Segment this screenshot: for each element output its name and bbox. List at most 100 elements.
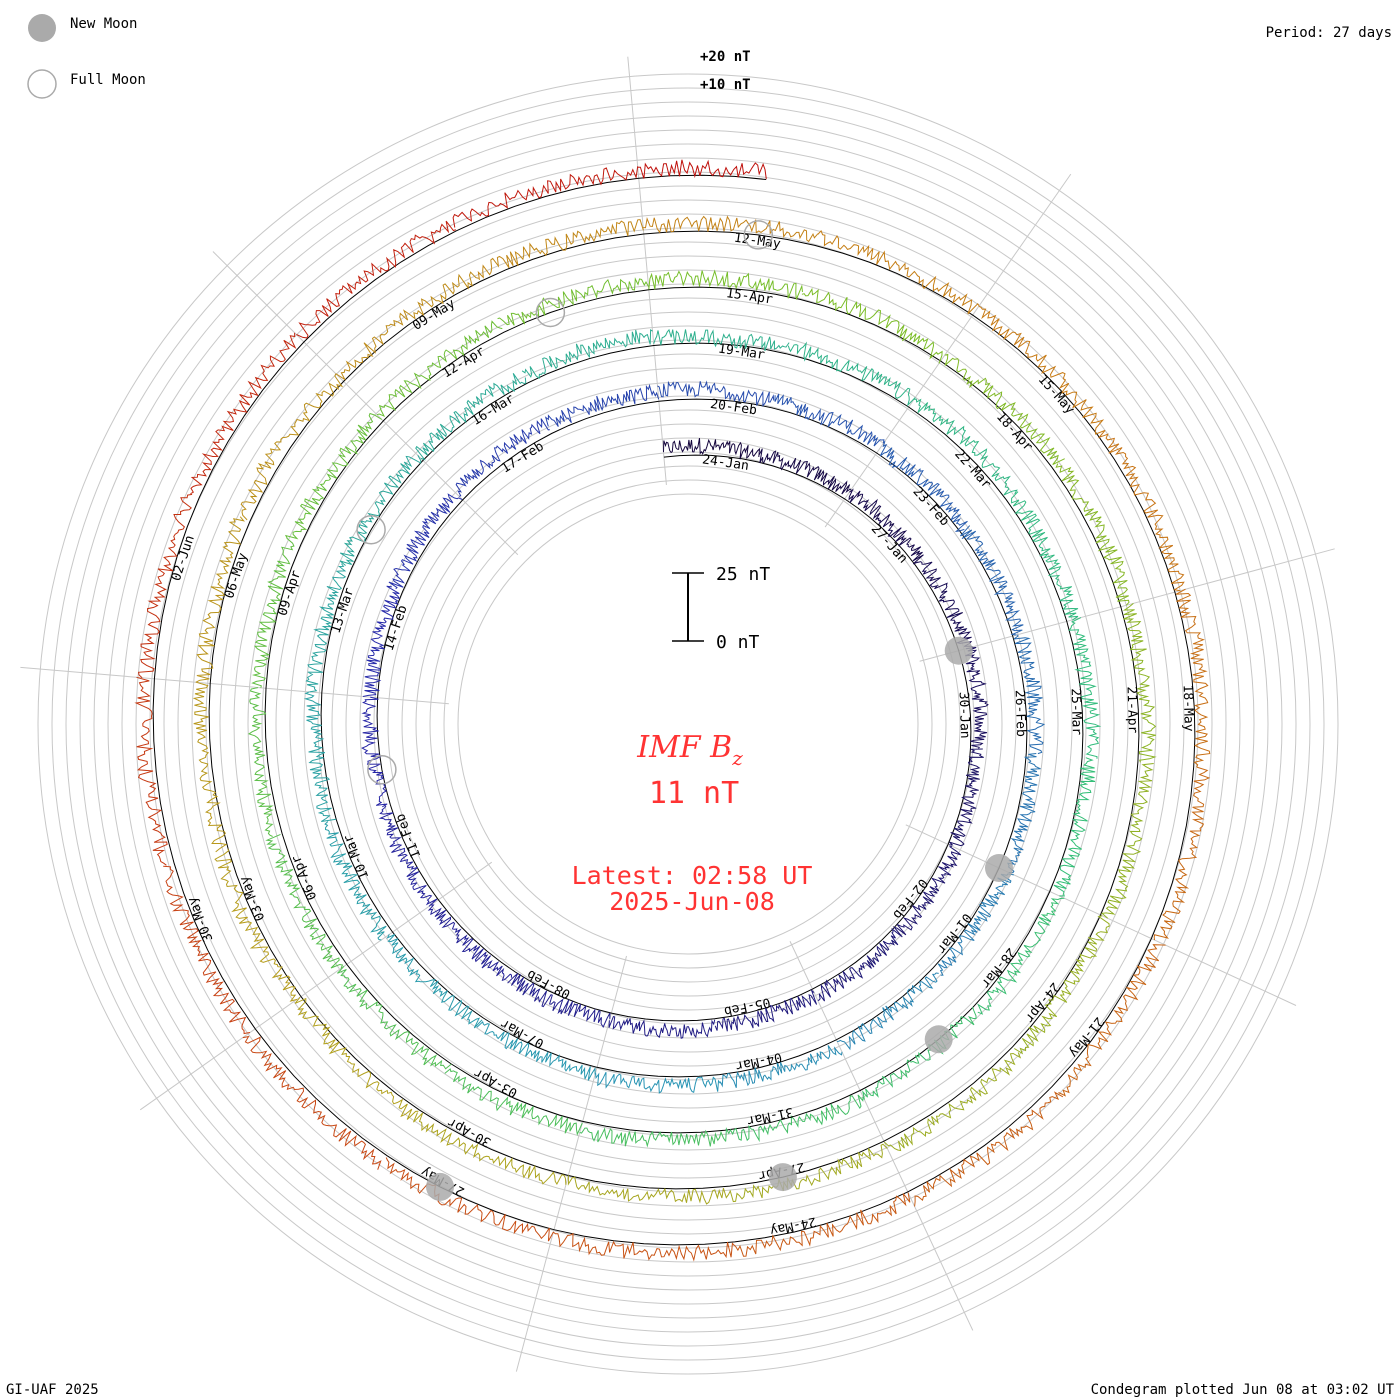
bz-trace-segment [192,681,228,853]
bz-trace-segment [725,1094,864,1143]
grid-ring [457,493,919,955]
bz-trace-segment [455,418,550,497]
bz-trace-segment [388,493,463,590]
moon-markers [356,220,1013,1201]
full-moon-marker [535,297,566,328]
new-moon-marker [426,1172,454,1201]
bz-trace-segment [247,687,274,837]
grid-spoke [139,861,493,1111]
bz-trace-segment [1011,491,1079,621]
quantity-subscript: z [731,746,743,770]
grid-ring [429,465,947,983]
bz-trace-segment [729,1143,888,1203]
bz-trace-segment [305,563,347,693]
bz-trace-segment [1007,753,1041,874]
grid-ring [121,157,1255,1291]
bz-trace-segment [507,973,611,1029]
date-label-03-May: 03-May [237,874,268,923]
bz-trace-segment [787,341,916,407]
date-label-30-Jan: 30-Jan [956,691,972,738]
bz-trace-segment [195,516,246,683]
full-moon-marker [367,754,397,785]
bz-trace-segment [337,965,452,1070]
grid-ring [37,73,1339,1375]
date-label-12-Apr: 12-Apr [440,344,488,382]
date-label-15-Apr: 15-Apr [725,286,774,308]
bz-trace-segment [817,927,902,1002]
bz-trace-segment [758,448,852,495]
bz-trace-segment [544,383,660,427]
bz-trace-segment [190,332,297,495]
new-moon-legend-icon [28,14,56,42]
bz-trace-segment [1058,944,1166,1097]
bz-trace-segment [163,865,251,1035]
grid-ring [51,87,1325,1361]
bz-trace-segment [413,1112,567,1185]
bz-trace-segment [1013,634,1046,755]
date-label-19-Mar: 19-Mar [717,341,766,363]
date-label-12-May: 12-May [733,231,782,253]
bz-trace-segment [1055,463,1130,606]
bz-trace-segment [1053,757,1096,897]
date-label-02-Jun: 02-Jun [169,534,198,583]
date-label-13-Mar: 13-Mar [329,586,358,635]
grid-spoke [789,941,974,1331]
bz-trace-segment [978,305,1105,435]
date-label-18-May: 18-May [1180,684,1196,732]
date-label-06-Apr: 06-Apr [289,853,320,902]
bz-trace-segment [378,805,438,907]
scale-bar-bottom-label: 0 nT [716,632,760,653]
bz-trace-segment [335,271,479,381]
bz-trace-segment [1175,588,1211,768]
bz-trace-segment [801,287,943,364]
bz-trace-segment [960,525,1024,636]
grid-ring [163,199,1213,1249]
grid-ring [443,479,933,969]
grid-spoke [212,251,519,556]
full-moon-legend-label: Full Moon [70,72,146,88]
date-label-24-Jan: 24-Jan [701,452,750,474]
bz-trace-segment [385,1157,554,1242]
bz-trace-segment [817,229,980,315]
grid-ring [177,213,1199,1235]
grid-ring [345,381,1031,1067]
date-label-23-Feb: 23-Feb [910,484,953,529]
grid-ring [303,339,1073,1109]
bz-trace-segment [643,215,819,243]
bz-trace-segment [734,1192,911,1257]
bz-trace-segment [303,691,337,822]
date-label-20-Feb: 20-Feb [709,397,758,419]
grid-ring [79,115,1297,1333]
grid-ring [289,325,1087,1123]
grid-ring [191,227,1185,1221]
grid-spoke [627,56,667,486]
scale-bar [672,572,704,642]
bz-trace-segment [837,972,939,1051]
bz-trace-segment [1014,915,1110,1055]
bz-trace-segment [138,493,193,679]
full-moon-marker [356,514,386,545]
grid-ring [401,437,975,1011]
bz-trace-segment [214,848,298,1002]
bz-trace-segment [296,220,457,339]
bz-trace-segment [386,934,483,1029]
bz-trace-segment [1100,763,1154,919]
bz-trace-segment [567,1175,731,1205]
bz-trace-segment [376,320,503,417]
grid-ring [275,311,1101,1137]
bz-trace-segment [595,1071,721,1094]
new-moon-marker [944,636,973,665]
grid-spoke [515,955,628,1372]
date-label-15-May: 15-May [1035,372,1078,417]
bz-trace-segment [452,166,639,228]
bz-trace-segment [1068,617,1102,759]
date-label-25-Mar: 25-Mar [1068,688,1084,736]
footer-credit: GI-UAF 2025 [6,1382,99,1398]
bz-trace-segment [648,269,803,300]
bz-trace-segment [914,398,1018,496]
grid-ring [373,409,1003,1039]
bz-trace-segment [477,219,644,280]
grid-ring [415,451,961,997]
bz-trace-segment [848,488,924,565]
grid-ring [317,353,1059,1095]
